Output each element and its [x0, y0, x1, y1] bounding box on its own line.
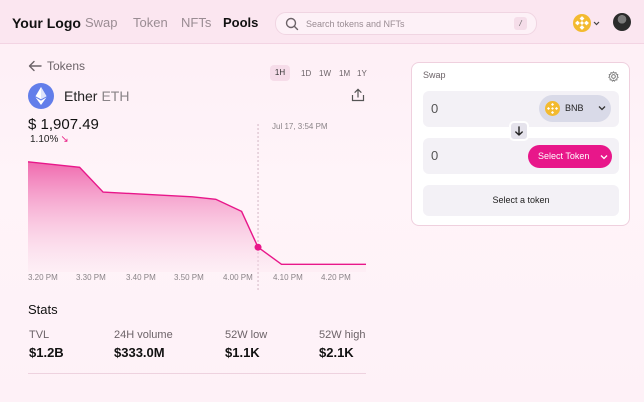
search-icon [285, 17, 299, 31]
x-tick-label: 4.20 PM [321, 273, 351, 282]
stat-52w-high-value: $2.1K [319, 345, 354, 360]
bnb-icon [545, 101, 560, 116]
swap-direction-button[interactable] [509, 121, 529, 141]
range-1h[interactable]: 1H [270, 65, 290, 81]
logo[interactable]: Your Logo [12, 15, 81, 31]
avatar[interactable] [613, 13, 631, 31]
trend-down-icon: ↘ [60, 134, 69, 145]
stat-52w-low-value: $1.1K [225, 345, 260, 360]
stat-52w-high-label: 52W high [319, 329, 366, 341]
back-link[interactable]: Tokens [28, 59, 85, 73]
chart-area [28, 161, 366, 272]
divider [28, 373, 366, 374]
range-1w[interactable]: 1W [319, 69, 331, 78]
chart-hover-point [254, 243, 262, 251]
x-tick-label: 4.10 PM [273, 273, 303, 282]
chevron-down-icon [598, 106, 606, 111]
stat-volume-label: 24H volume [114, 329, 173, 341]
arrow-down-icon [515, 126, 523, 136]
select-token-button[interactable]: Select Token [528, 145, 612, 168]
swap-from-amount-input[interactable] [431, 101, 511, 116]
share-button[interactable] [351, 88, 365, 107]
ethereum-icon [28, 83, 54, 109]
chain-selector-button[interactable] [572, 13, 600, 33]
from-token-select-button[interactable]: BNB [539, 95, 611, 122]
top-navbar: Your Logo Swap Token NFTs Pools / [0, 0, 644, 44]
price-change-value: 1.10% [30, 134, 59, 145]
stats-title: Stats [28, 302, 58, 317]
stat-tvl-value: $1.2B [29, 345, 64, 360]
stat-volume-value: $333.0M [114, 345, 165, 360]
swap-to-row: Select Token [423, 138, 619, 174]
select-token-label: Select Token [538, 151, 590, 161]
token-symbol: ETH [101, 88, 130, 104]
nav-swap[interactable]: Swap [85, 15, 118, 30]
swap-from-row: BNB [423, 91, 619, 127]
stat-52w-low-label: 52W low [225, 329, 268, 341]
search-input[interactable] [306, 16, 496, 32]
nav-nfts[interactable]: NFTs [181, 15, 212, 30]
swap-settings-button[interactable] [608, 69, 619, 87]
chevron-down-icon [600, 155, 608, 160]
token-price: $ 1,907.49 [28, 116, 99, 133]
stat-tvl-label: TVL [29, 329, 50, 341]
token-title: Ether ETH [64, 88, 129, 104]
x-tick-label: 3.30 PM [76, 273, 106, 282]
back-label: Tokens [47, 59, 86, 73]
select-a-token-button[interactable]: Select a token [423, 185, 619, 216]
range-1m[interactable]: 1M [339, 69, 351, 78]
x-tick-label: 3.40 PM [126, 273, 156, 282]
x-tick-label: 4.00 PM [223, 273, 253, 282]
swap-widget: Swap BNB [411, 62, 630, 226]
arrow-left-icon [28, 60, 42, 72]
gear-icon [608, 71, 619, 82]
token-name: Ether [64, 88, 98, 104]
nav-token[interactable]: Token [133, 15, 168, 30]
swap-title: Swap [423, 70, 446, 80]
share-icon [351, 88, 365, 102]
range-1y[interactable]: 1Y [357, 69, 367, 78]
x-tick-label: 3.50 PM [174, 273, 204, 282]
range-1d[interactable]: 1D [301, 69, 312, 78]
from-token-label: BNB [565, 103, 584, 113]
chart-series-line [28, 161, 366, 265]
swap-to-amount-input[interactable] [431, 148, 511, 163]
chart-hover-time: Jul 17, 3:54 PM [272, 122, 328, 131]
price-change: 1.10% ↘ [30, 134, 69, 145]
nav-pools[interactable]: Pools [223, 15, 259, 30]
price-chart[interactable] [28, 118, 366, 290]
x-tick-label: 3.20 PM [28, 273, 58, 282]
search-bar[interactable]: / [275, 12, 537, 35]
bnb-chain-icon [573, 14, 600, 32]
search-shortcut-badge: / [514, 17, 527, 30]
